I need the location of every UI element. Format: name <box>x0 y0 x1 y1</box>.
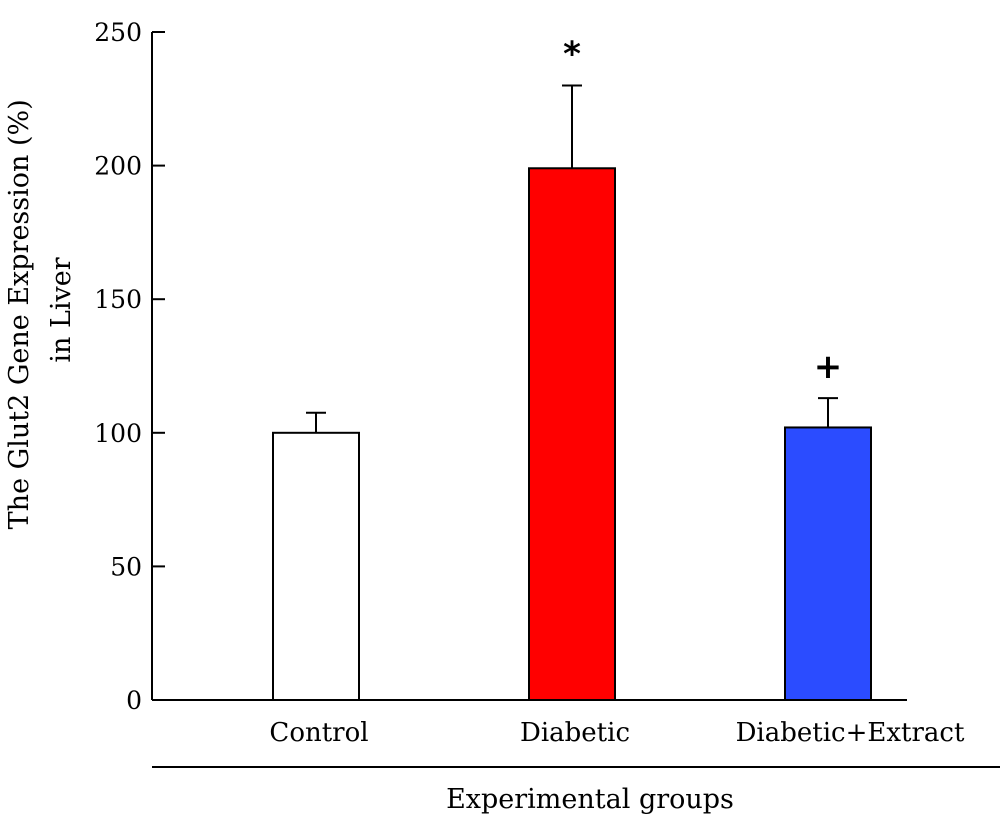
significance-marker: * <box>563 34 581 74</box>
x-axis-title: Experimental groups <box>446 784 734 815</box>
y-tick-label: 0 <box>126 686 142 715</box>
y-axis-title-line-2: in Liver <box>46 257 77 362</box>
y-axis-title: The Glut2 Gene Expression (%) in Liver <box>4 91 77 530</box>
y-axis-title-line-1: The Glut2 Gene Expression (%) <box>4 99 35 529</box>
y-tick-label: 100 <box>94 419 142 448</box>
category-labels: Control Diabetic Diabetic+Extract <box>269 718 965 748</box>
y-tick-label: 200 <box>94 152 142 181</box>
bar <box>272 431 360 701</box>
category-label: Control <box>269 718 368 748</box>
significance-marker: + <box>814 347 843 387</box>
y-tick-label: 150 <box>94 285 142 314</box>
bar <box>784 426 872 701</box>
category-label: Diabetic <box>520 718 630 748</box>
y-tick-label: 250 <box>94 18 142 47</box>
y-axis: 0 50 100 150 200 250 <box>94 18 165 715</box>
bars: *+ <box>272 34 872 702</box>
y-tick-label: 50 <box>110 552 142 581</box>
category-label: Diabetic+Extract <box>736 718 965 748</box>
y-ticks: 0 50 100 150 200 250 <box>94 18 165 715</box>
bar <box>528 167 616 702</box>
